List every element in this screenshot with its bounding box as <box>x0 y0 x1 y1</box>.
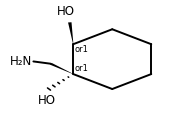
Text: HO: HO <box>57 5 75 18</box>
Text: or1: or1 <box>75 45 89 54</box>
Text: HO: HO <box>38 94 56 107</box>
Text: or1: or1 <box>75 64 89 73</box>
Polygon shape <box>68 22 73 44</box>
Polygon shape <box>50 63 73 74</box>
Text: H₂N: H₂N <box>10 55 32 68</box>
